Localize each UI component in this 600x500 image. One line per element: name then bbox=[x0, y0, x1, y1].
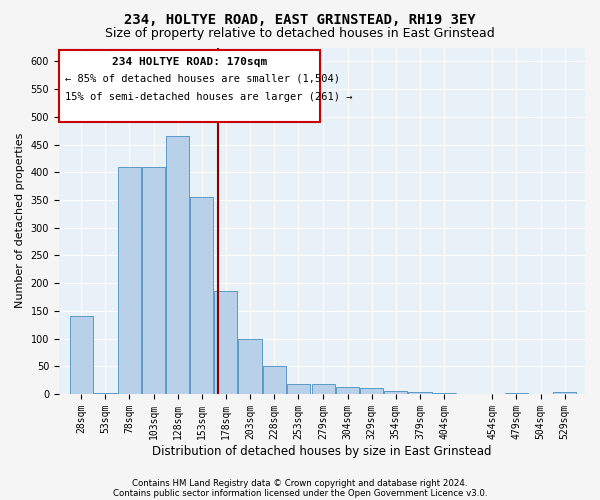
Bar bbox=[384, 391, 407, 394]
Y-axis label: Number of detached properties: Number of detached properties bbox=[15, 133, 25, 308]
FancyBboxPatch shape bbox=[59, 50, 320, 122]
Text: 234 HOLTYE ROAD: 170sqm: 234 HOLTYE ROAD: 170sqm bbox=[112, 57, 267, 67]
Bar bbox=[505, 393, 528, 394]
Text: 15% of semi-detached houses are larger (261) →: 15% of semi-detached houses are larger (… bbox=[65, 92, 352, 102]
Bar bbox=[287, 384, 310, 394]
Text: Contains public sector information licensed under the Open Government Licence v3: Contains public sector information licen… bbox=[113, 488, 487, 498]
Bar bbox=[360, 388, 383, 394]
Bar bbox=[409, 392, 431, 394]
Bar bbox=[142, 166, 165, 394]
Text: 234, HOLTYE ROAD, EAST GRINSTEAD, RH19 3EY: 234, HOLTYE ROAD, EAST GRINSTEAD, RH19 3… bbox=[124, 12, 476, 26]
Bar bbox=[336, 388, 359, 394]
Bar bbox=[94, 393, 117, 394]
Bar bbox=[190, 197, 214, 394]
Bar bbox=[238, 338, 262, 394]
X-axis label: Distribution of detached houses by size in East Grinstead: Distribution of detached houses by size … bbox=[152, 444, 492, 458]
Bar bbox=[433, 393, 455, 394]
Bar bbox=[214, 292, 238, 394]
Bar bbox=[553, 392, 577, 394]
Text: Contains HM Land Registry data © Crown copyright and database right 2024.: Contains HM Land Registry data © Crown c… bbox=[132, 478, 468, 488]
Text: Size of property relative to detached houses in East Grinstead: Size of property relative to detached ho… bbox=[105, 28, 495, 40]
Bar bbox=[263, 366, 286, 394]
Bar bbox=[166, 136, 189, 394]
Bar bbox=[70, 316, 92, 394]
Bar bbox=[118, 166, 141, 394]
Bar bbox=[312, 384, 335, 394]
Text: ← 85% of detached houses are smaller (1,504): ← 85% of detached houses are smaller (1,… bbox=[65, 74, 340, 84]
